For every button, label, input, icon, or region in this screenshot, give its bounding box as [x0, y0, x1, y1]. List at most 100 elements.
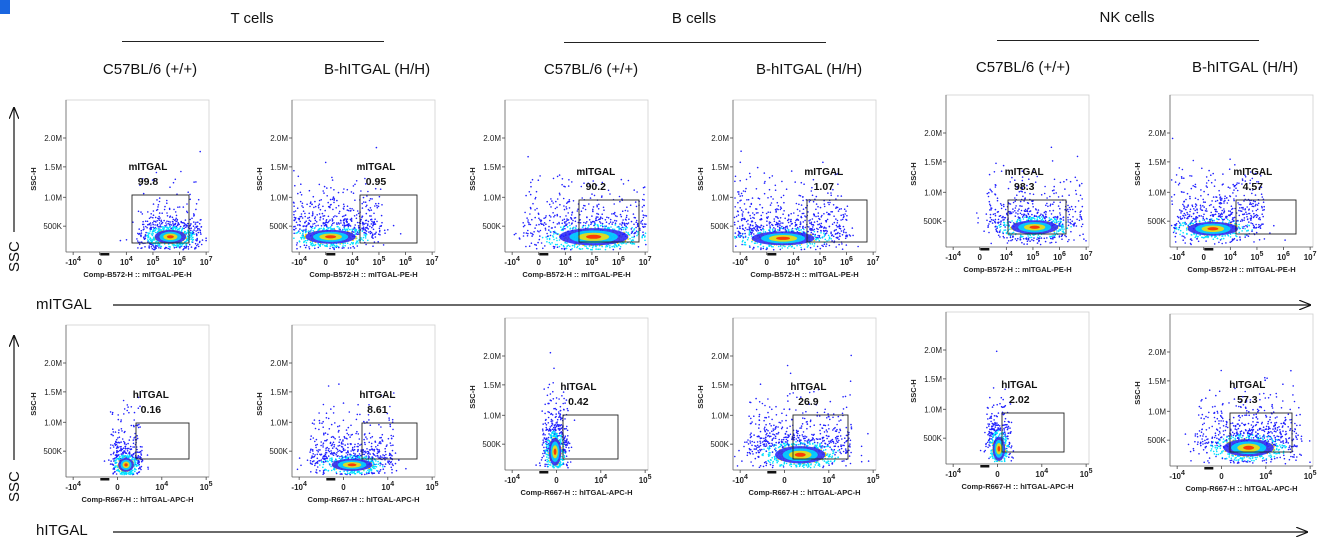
density-core	[775, 446, 826, 464]
x-tick-label: 104	[559, 256, 572, 267]
gate-percent-label: 90.2	[586, 181, 607, 193]
x-tick-label: 107	[639, 256, 652, 267]
x-tick-label: -104	[732, 256, 748, 267]
y-tick-label: 1.0M	[924, 188, 942, 197]
x-tick-label: 0	[995, 470, 1000, 479]
row2-x-axis-label: hITGAL	[36, 522, 88, 539]
flow-plot-svg: 500K 1.0M 1.5M 2.0M SSC-H -104 0 104 105 Comp-R66…	[909, 311, 1093, 491]
density-core	[305, 229, 356, 244]
y-tick-label: 1.0M	[483, 193, 501, 202]
y-tick-label: 1.5M	[924, 375, 942, 384]
x-tick-label: 0	[98, 258, 103, 267]
x-tick-label: 0	[115, 483, 120, 492]
flow-plot-svg: 500K 1.0M 1.5M 2.0M SSC-H -104 0 104 105 Comp-R66…	[468, 317, 652, 497]
y-tick-label: 500K	[482, 222, 501, 231]
y-axis-title: SSC-H	[255, 167, 264, 190]
gate-percent-label: 57.3	[1237, 394, 1258, 406]
x-tick-label: 106	[1277, 251, 1290, 262]
y-axis-title: SSC-H	[696, 167, 705, 190]
y-tick-label: 1.0M	[44, 418, 62, 427]
gate-name-label: hITGAL	[133, 390, 169, 401]
density-core	[1011, 220, 1059, 235]
y-tick-label: 500K	[710, 222, 729, 231]
gate-rectangle	[1229, 412, 1293, 453]
x-tick-label: -104	[65, 256, 81, 267]
gate-percent-label: 0.95	[366, 176, 387, 188]
x-tick-label: 0	[1202, 253, 1207, 262]
flow-plot-svg: 500K 1.0M 1.5M 2.0M SSC-H -104 0 104 105 Comp-R66…	[696, 317, 880, 497]
y-tick-label: 2.0M	[1148, 348, 1166, 357]
y-tick-label: 2.0M	[44, 134, 62, 143]
axis-break-mark	[767, 471, 777, 474]
strain-label: C57BL/6 (+/+)	[975, 59, 1071, 76]
axis-break-mark	[100, 478, 110, 481]
y-tick-label: 500K	[482, 440, 501, 449]
y-axis-title: SSC-H	[1133, 381, 1142, 404]
y-tick-label: 1.0M	[1148, 407, 1166, 416]
gate-rectangle	[562, 414, 619, 460]
x-tick-label: 106	[173, 256, 186, 267]
plot-frame	[504, 317, 649, 471]
x-axis-title: Comp-R667-H :: hITGAL-APC-H	[961, 482, 1073, 491]
x-tick-label: 105	[147, 256, 160, 267]
y-tick-label: 500K	[1147, 436, 1166, 445]
y-tick-label: 2.0M	[711, 134, 729, 143]
flow-plot-panel: 500K 1.0M 1.5M 2.0M SSC-H -104 0 104 105 106 107 Co…	[1133, 94, 1335, 295]
flow-plot-svg: 500K 1.0M 1.5M 2.0M SSC-H -104 0 104 105 106 107 Co…	[255, 99, 439, 279]
x-tick-label: 104	[1000, 251, 1013, 262]
strain-label: B-hITGAL (H/H)	[1191, 59, 1299, 76]
gate-name-label: mITGAL	[1005, 167, 1044, 178]
flow-plot-panel: 500K 1.0M 1.5M 2.0M SSC-H -104 0 104 105 Comp-R66…	[696, 317, 898, 518]
density-core	[751, 231, 815, 246]
gate-percent-label: 4.57	[1243, 181, 1264, 193]
y-tick-label: 1.0M	[711, 193, 729, 202]
x-tick-label: 104	[822, 474, 835, 485]
x-tick-label: 0	[324, 258, 329, 267]
strain-label: C57BL/6 (+/+)	[543, 61, 639, 78]
flow-plot-panel: 500K 1.0M 1.5M 2.0M SSC-H -104 0 104 105 106 107 Co…	[468, 99, 670, 300]
gate-name-label: hITGAL	[790, 382, 826, 393]
flow-plot-panel: 500K 1.0M 1.5M 2.0M SSC-H -104 0 104 105 Comp-R66…	[1133, 313, 1335, 514]
gate-percent-label: 2.02	[1009, 394, 1030, 406]
y-axis-title: SSC-H	[29, 392, 38, 415]
y-tick-label: 2.0M	[711, 352, 729, 361]
x-tick-label: 107	[867, 256, 880, 267]
x-tick-label: 105	[1080, 468, 1093, 479]
y-tick-label: 2.0M	[270, 134, 288, 143]
group-title-t-cells: T cells	[230, 10, 274, 27]
flow-plot-panel: 500K 1.0M 1.5M 2.0M SSC-H -104 0 104 105 Comp-R66…	[29, 324, 231, 525]
x-tick-label: 106	[840, 256, 853, 267]
x-tick-label: 106	[612, 256, 625, 267]
flow-plot-svg: 500K 1.0M 1.5M 2.0M SSC-H -104 0 104 105 106 107 Co…	[696, 99, 880, 279]
x-tick-label: 0	[554, 476, 559, 485]
x-axis-title: Comp-B572-H :: mITGAL-PE-H	[750, 270, 858, 279]
y-tick-label: 1.5M	[270, 163, 288, 172]
y-tick-label: 1.0M	[1148, 188, 1166, 197]
gate-name-label: mITGAL	[129, 162, 168, 173]
y-tick-label: 500K	[269, 222, 288, 231]
density-core	[1187, 221, 1239, 236]
density-core	[992, 436, 1006, 461]
x-tick-label: 0	[537, 258, 542, 267]
flow-plot-panel: 500K 1.0M 1.5M 2.0M SSC-H -104 0 104 105 106 107 Co…	[29, 99, 231, 300]
x-tick-label: -104	[291, 256, 307, 267]
x-axis-title: Comp-B572-H :: mITGAL-PE-H	[1187, 265, 1295, 274]
axis-break-mark	[1204, 467, 1214, 470]
y-tick-label: 1.5M	[1148, 158, 1166, 167]
x-tick-label: 104	[594, 474, 607, 485]
gate-rectangle	[1007, 199, 1067, 235]
axis-break-mark	[539, 253, 549, 256]
y-axis-title: SSC-H	[468, 385, 477, 408]
x-axis-title: Comp-R667-H :: hITGAL-APC-H	[748, 488, 860, 497]
x-tick-label: 104	[155, 481, 168, 492]
x-axis-title: Comp-B572-H :: mITGAL-PE-H	[963, 265, 1071, 274]
y-tick-label: 500K	[269, 447, 288, 456]
x-tick-label: 105	[639, 474, 652, 485]
x-tick-label: 105	[814, 256, 827, 267]
y-tick-label: 500K	[1147, 217, 1166, 226]
y-tick-label: 2.0M	[483, 134, 501, 143]
density-core	[118, 457, 134, 472]
y-axis-title: SSC-H	[255, 392, 264, 415]
density-core	[559, 228, 629, 246]
x-tick-label: -104	[291, 481, 307, 492]
